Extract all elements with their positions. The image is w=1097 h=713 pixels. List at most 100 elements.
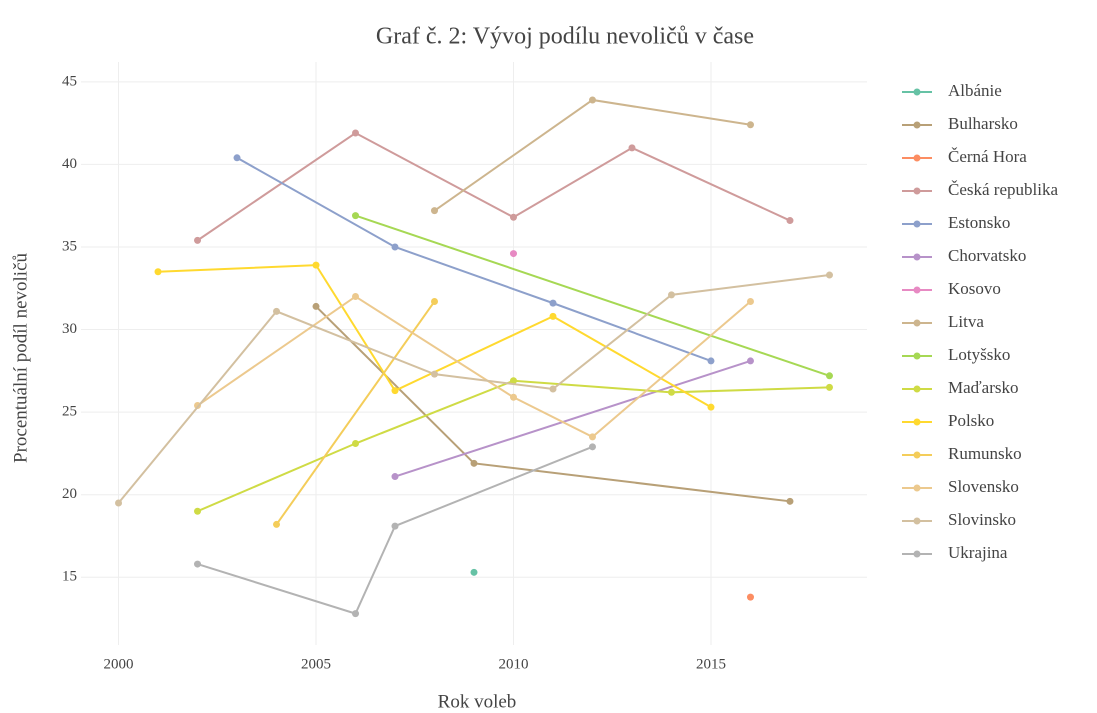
x-tick-label: 2005: [301, 656, 331, 672]
data-point: [588, 433, 596, 441]
series-line: [236, 156, 712, 362]
legend-label: Polsko: [948, 411, 994, 430]
data-point: [391, 473, 399, 481]
legend-marker: [913, 550, 921, 558]
data-point: [746, 297, 754, 305]
series-line: [117, 274, 830, 504]
legend-label: Slovensko: [948, 477, 1019, 496]
y-tick-label: 15: [62, 569, 77, 585]
data-point: [509, 377, 517, 385]
legend-label: Bulharsko: [948, 114, 1018, 133]
data-point: [825, 372, 833, 380]
data-point: [431, 207, 439, 215]
legend-marker: [913, 385, 921, 393]
data-point: [509, 213, 517, 221]
x-tick-label: 2010: [498, 656, 528, 672]
legend-marker: [913, 286, 921, 294]
data-point: [509, 250, 517, 258]
data-point: [746, 593, 754, 601]
legend-label: Lotyšsko: [948, 345, 1010, 364]
data-point: [431, 370, 439, 378]
data-point: [273, 520, 281, 528]
series-line: [275, 300, 436, 526]
data-point: [588, 96, 596, 104]
legend-label: Černá Hora: [948, 147, 1027, 166]
series-line: [433, 98, 751, 212]
data-point: [470, 568, 478, 576]
data-point: [352, 129, 360, 137]
data-point: [786, 497, 794, 505]
x-tick-label: 2015: [696, 656, 726, 672]
data-point: [194, 560, 202, 568]
data-point: [273, 307, 281, 315]
data-point: [707, 403, 715, 411]
legend-marker: [913, 187, 921, 195]
legend-label: Ukrajina: [948, 543, 1008, 562]
data-point: [352, 610, 360, 618]
series-line: [315, 305, 791, 503]
series-line: [197, 445, 593, 615]
legend-marker: [913, 451, 921, 459]
legend-marker: [913, 220, 921, 228]
data-point: [470, 459, 478, 467]
series-line: [157, 264, 712, 409]
legend-label: Albánie: [948, 81, 1002, 100]
y-tick-label: 30: [62, 321, 77, 337]
x-tick-label: 2000: [104, 656, 134, 672]
legend-marker: [913, 154, 921, 162]
legend-marker: [913, 484, 921, 492]
legend-label: Slovinsko: [948, 510, 1016, 529]
legend-label: Rumunsko: [948, 444, 1022, 463]
data-point: [786, 217, 794, 225]
legend-marker: [913, 517, 921, 525]
data-point: [667, 291, 675, 299]
legend-marker: [913, 319, 921, 327]
data-point: [154, 268, 162, 276]
data-point: [746, 121, 754, 129]
data-point: [352, 440, 360, 448]
data-point: [312, 261, 320, 269]
legend-label: Litva: [948, 312, 984, 331]
legend-marker: [913, 418, 921, 426]
legend-marker: [913, 253, 921, 261]
data-point: [431, 297, 439, 305]
data-point: [194, 507, 202, 515]
data-point: [233, 154, 241, 162]
x-axis-label: Rok voleb: [438, 691, 517, 712]
data-point: [352, 293, 360, 301]
y-tick-label: 45: [62, 73, 77, 89]
data-point: [667, 388, 675, 396]
legend-label: Maďarsko: [948, 378, 1018, 397]
data-point: [115, 499, 123, 507]
data-point: [707, 357, 715, 365]
legend-label: Kosovo: [948, 279, 1001, 298]
data-point: [312, 302, 320, 310]
legend-label: Česká republika: [948, 180, 1058, 199]
data-point: [549, 299, 557, 307]
data-point: [391, 387, 399, 395]
data-point: [549, 385, 557, 393]
data-point: [588, 443, 596, 451]
data-point: [628, 144, 636, 152]
series-line: [355, 214, 830, 377]
y-tick-label: 20: [62, 486, 77, 502]
data-point: [391, 522, 399, 530]
y-tick-label: 40: [62, 156, 77, 172]
data-point: [352, 212, 360, 220]
data-point: [509, 393, 517, 401]
series-line: [196, 295, 752, 439]
data-point: [746, 357, 754, 365]
y-axis-label: Procentuální podíl nevoličů: [10, 252, 31, 463]
legend-marker: [913, 121, 921, 129]
chart-title: Graf č. 2: Vývoj podílu nevoličů v čase: [376, 24, 754, 50]
series-line: [394, 359, 751, 478]
y-tick-label: 25: [62, 404, 77, 420]
data-point: [391, 243, 399, 251]
legend-marker: [913, 352, 921, 360]
data-point: [194, 236, 202, 244]
legend-marker: [913, 88, 921, 96]
data-point: [549, 312, 557, 320]
data-point: [825, 271, 833, 279]
y-tick-label: 35: [62, 238, 77, 254]
